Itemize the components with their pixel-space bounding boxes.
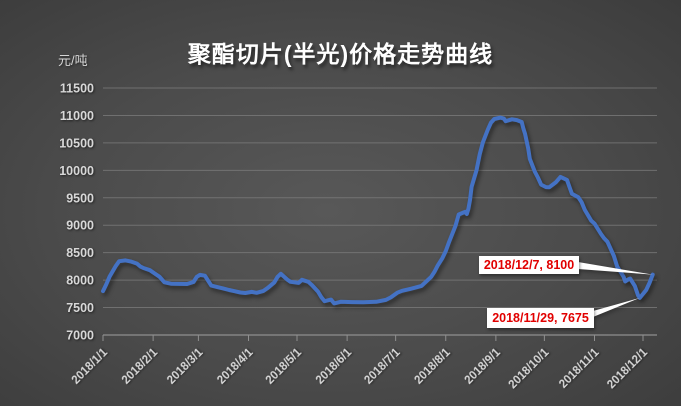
x-tick-label: 2018/6/1	[314, 346, 355, 387]
y-tick-label: 8000	[66, 274, 94, 288]
x-tick-label: 2018/4/1	[215, 346, 256, 387]
annotation-label-nov29: 2018/11/29, 7675	[487, 308, 594, 328]
x-tick-label: 2018/10/1	[507, 346, 552, 391]
y-axis-unit-label: 元/吨	[58, 53, 88, 68]
price-line	[101, 115, 655, 306]
y-tick-label: 7000	[66, 329, 94, 343]
x-tick-label: 2018/1/1	[70, 346, 111, 387]
x-tick-label: 2018/3/1	[165, 346, 206, 387]
x-tick-label: 2018/9/1	[463, 346, 504, 387]
x-tick-label: 2018/7/1	[363, 346, 404, 387]
x-tick-label: 2018/8/1	[413, 346, 454, 387]
y-tick-label: 7500	[66, 301, 94, 315]
x-tick-label: 2018/11/1	[557, 346, 602, 391]
y-tick-label: 10000	[59, 164, 94, 178]
y-tick-label: 8500	[66, 246, 94, 260]
y-tick-label: 11000	[60, 109, 94, 123]
y-tick-label: 9000	[66, 219, 94, 233]
x-tick-label: 2018/2/1	[120, 346, 161, 387]
x-tick-label: 2018/5/1	[264, 346, 305, 387]
y-tick-label: 11500	[60, 82, 94, 96]
annotation-label-dec7: 2018/12/7, 8100	[479, 256, 579, 274]
y-tick-label: 9500	[66, 191, 94, 205]
x-tick-label: 2018/12/1	[605, 346, 650, 391]
y-tick-label: 10500	[59, 136, 94, 150]
callout-leader-line	[593, 297, 640, 317]
callout-leader-line	[578, 262, 653, 275]
chart-title: 聚酯切片(半光)价格走势曲线	[187, 41, 494, 67]
